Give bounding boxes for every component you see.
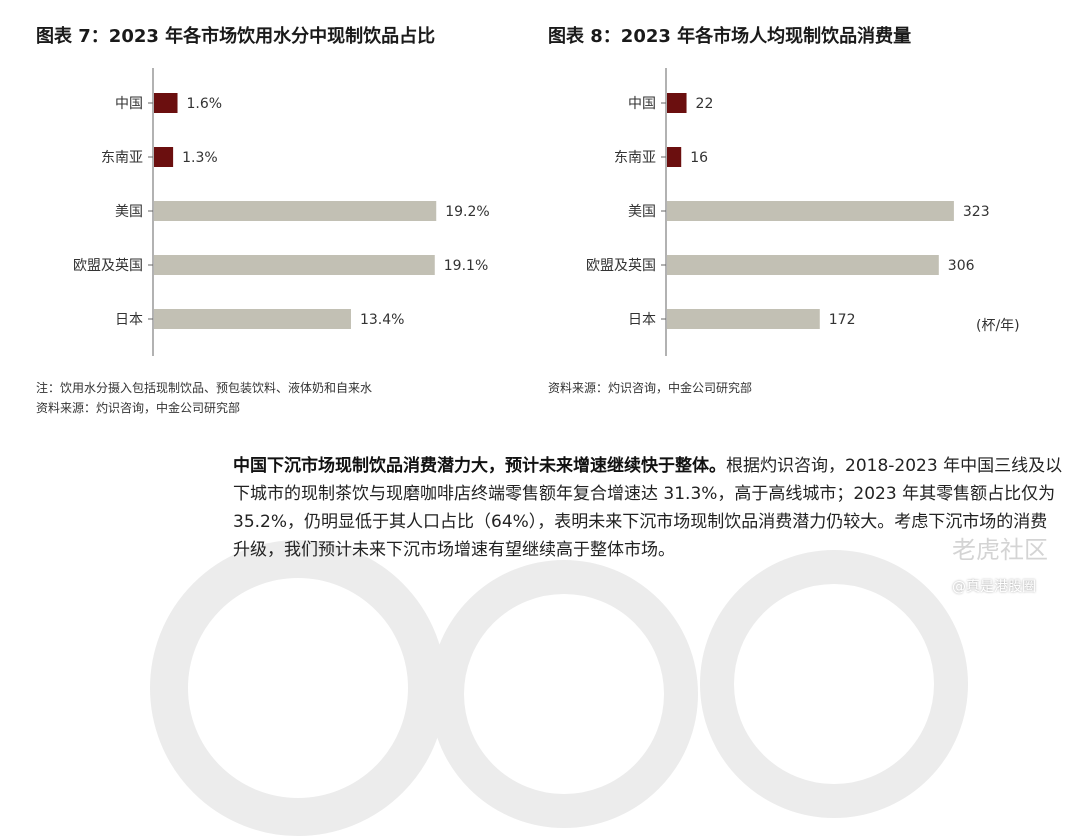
watermark-logo: 老虎社区 [952, 536, 1048, 564]
figure7-value-label: 1.3% [182, 150, 218, 166]
figure7-bar [154, 93, 178, 113]
figure7-source: 资料来源：灼识咨询，中金公司研究部 [36, 401, 241, 415]
figure7-category-label: 中国 [115, 96, 143, 112]
figure7-category-label: 欧盟及英国 [73, 257, 143, 274]
figure8-value-label: 22 [696, 96, 714, 112]
figure7-note: 注：饮用水分摄入包括现制饮品、预包装饮料、液体奶和自来水 [36, 381, 373, 395]
figure8-bar [667, 201, 954, 221]
figure8-category-label: 美国 [628, 204, 656, 220]
figure7-bar [154, 255, 435, 275]
body-lead: 中国下沉市场现制饮品消费潜力大，预计未来增速继续快于整体。 [233, 456, 726, 476]
figure7-value-label: 13.4% [360, 312, 404, 328]
figure8-value-label: 172 [829, 312, 856, 328]
background-arc [430, 560, 698, 828]
background-arc [700, 550, 968, 818]
figure7-bar [154, 309, 351, 329]
watermark-handle: @真是港股圈 [952, 579, 1036, 595]
figure8-unit-label: (杯/年) [976, 318, 1020, 334]
figure7-category-label: 美国 [115, 204, 143, 220]
figure7-chart: 中国 1.6% 东南亚 1.3% 美国 19.2% 欧盟及英国 19.1% 日本 13.4% [73, 68, 490, 356]
figure8-value-label: 16 [690, 150, 708, 166]
figure8-bar [667, 309, 820, 329]
figure8-value-label: 306 [948, 258, 975, 274]
figure8-bar [667, 93, 687, 113]
figure8-source: 资料来源：灼识咨询，中金公司研究部 [548, 381, 753, 395]
figure7-value-label: 19.2% [445, 204, 489, 220]
background-arc [150, 540, 446, 836]
figure8-category-label: 欧盟及英国 [586, 257, 656, 274]
figure8-category-label: 中国 [628, 96, 656, 112]
figure8-value-label: 323 [963, 204, 990, 220]
figure7-title: 图表 7：2023 年各市场饮用水分中现制饮品占比 [36, 26, 436, 47]
figure7-category-label: 日本 [115, 312, 143, 328]
figure7-value-label: 19.1% [444, 258, 488, 274]
figure8-chart: 中国 22 东南亚 16 美国 323 欧盟及英国 306 日本 172 (杯/年) [586, 68, 1020, 356]
figure7-bar [154, 147, 174, 167]
figure8-title: 图表 8：2023 年各市场人均现制饮品消费量 [548, 26, 912, 47]
figure7-category-label: 东南亚 [101, 150, 143, 166]
body-text: 根据灼识咨询，2018-2023 年中国三线及以下城市的现制茶饮与现磨咖啡店终端… [233, 456, 1063, 560]
body-paragraph: 中国下沉市场现制饮品消费潜力大，预计未来增速继续快于整体。根据灼识咨询，2018… [233, 452, 1063, 564]
figure7-bar [154, 201, 437, 221]
figure8-category-label: 日本 [628, 312, 656, 328]
figure8-category-label: 东南亚 [614, 150, 656, 166]
figure8-bar [667, 255, 939, 275]
figure7-value-label: 1.6% [187, 96, 223, 112]
figure8-bar [667, 147, 682, 167]
